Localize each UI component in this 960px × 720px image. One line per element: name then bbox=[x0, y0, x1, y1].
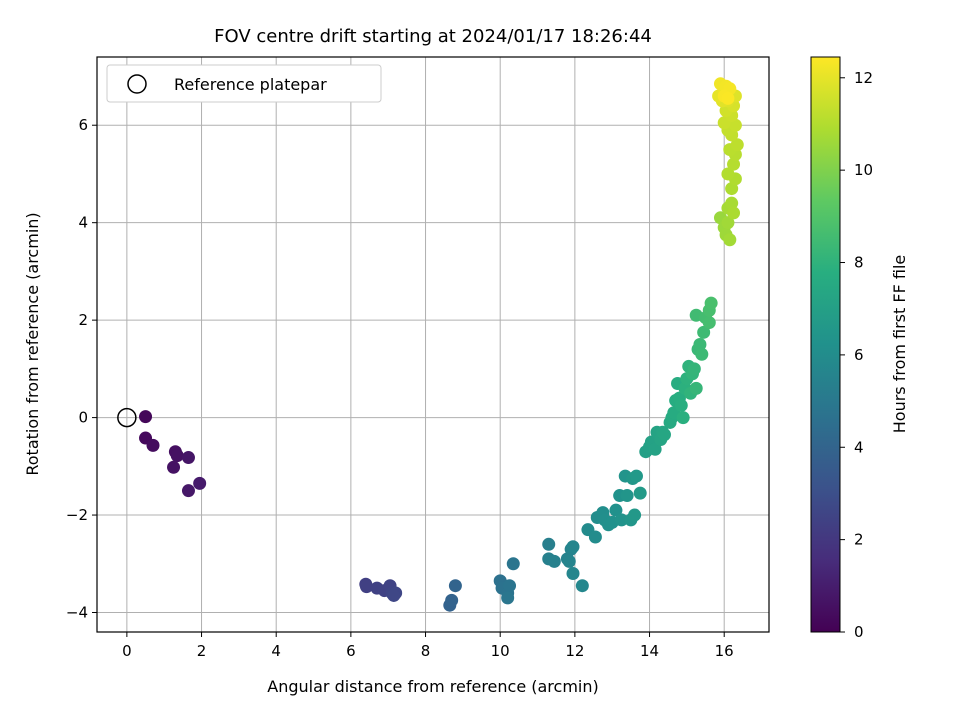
data-point bbox=[657, 428, 671, 442]
data-point bbox=[721, 91, 735, 105]
data-point bbox=[566, 567, 580, 581]
data-point bbox=[501, 591, 515, 605]
reference-point bbox=[117, 407, 137, 428]
data-point bbox=[620, 489, 634, 503]
data-point bbox=[146, 438, 160, 452]
colorbar-tick-label: 8 bbox=[854, 254, 864, 272]
x-tick-label: 12 bbox=[565, 642, 584, 660]
data-point bbox=[167, 460, 181, 474]
colorbar-tick-label: 6 bbox=[854, 346, 864, 364]
data-point bbox=[727, 206, 741, 220]
legend-box bbox=[106, 64, 382, 103]
data-point bbox=[181, 451, 195, 465]
x-tick-label: 2 bbox=[197, 642, 207, 660]
y-tick-label: 6 bbox=[78, 116, 88, 134]
legend: Reference platepar bbox=[106, 64, 382, 103]
data-point bbox=[193, 476, 207, 490]
data-point bbox=[695, 347, 709, 361]
y-tick-label: 4 bbox=[78, 214, 88, 232]
x-axis: 0 2 4 6 8 10 12 14 16 bbox=[122, 632, 734, 660]
data-point bbox=[648, 442, 662, 456]
data-point bbox=[181, 484, 195, 498]
colorbar-tick-label: 2 bbox=[854, 531, 864, 549]
data-point bbox=[503, 579, 517, 593]
x-axis-label: Angular distance from reference (arcmin) bbox=[267, 677, 598, 696]
data-point bbox=[702, 316, 716, 330]
data-point bbox=[629, 469, 643, 483]
data-point bbox=[721, 216, 735, 230]
y-tick-label: 2 bbox=[78, 311, 88, 329]
legend-label: Reference platepar bbox=[174, 75, 327, 94]
data-point bbox=[725, 196, 739, 210]
data-point bbox=[448, 579, 462, 593]
chart-title: FOV centre drift starting at 2024/01/17 … bbox=[214, 26, 652, 47]
data-point bbox=[676, 411, 690, 425]
data-point bbox=[730, 138, 744, 152]
x-tick-label: 10 bbox=[491, 642, 510, 660]
colorbar-tick-label: 12 bbox=[854, 69, 873, 87]
colorbar-tick-label: 0 bbox=[854, 623, 864, 641]
data-point bbox=[387, 588, 401, 602]
data-points bbox=[139, 77, 744, 612]
data-point bbox=[170, 449, 184, 463]
data-point bbox=[506, 557, 520, 571]
y-axis: −4 −2 0 2 4 6 bbox=[66, 116, 97, 622]
x-tick-label: 6 bbox=[346, 642, 356, 660]
x-tick-label: 8 bbox=[421, 642, 431, 660]
grid bbox=[97, 57, 769, 632]
colorbar-gradient bbox=[810, 56, 841, 633]
data-point bbox=[547, 554, 561, 568]
y-axis-label: Rotation from reference (arcmin) bbox=[23, 212, 42, 475]
data-point bbox=[697, 325, 711, 339]
data-point bbox=[693, 338, 707, 351]
data-point bbox=[542, 537, 556, 551]
data-point bbox=[687, 362, 701, 376]
y-tick-label: −2 bbox=[66, 506, 88, 524]
colorbar-tick-label: 4 bbox=[854, 438, 864, 456]
x-tick-label: 0 bbox=[122, 642, 132, 660]
colorbar: 0 2 4 6 8 10 12 Hours from first FF file bbox=[810, 56, 909, 641]
x-tick-label: 14 bbox=[640, 642, 659, 660]
colorbar-ticks: 0 2 4 6 8 10 12 bbox=[840, 69, 873, 641]
data-point bbox=[727, 157, 741, 171]
data-point bbox=[721, 167, 735, 181]
data-point bbox=[575, 579, 589, 593]
data-point bbox=[445, 593, 459, 607]
x-tick-label: 16 bbox=[715, 642, 734, 660]
y-tick-label: −4 bbox=[66, 604, 88, 622]
data-point bbox=[609, 503, 623, 517]
data-point bbox=[689, 381, 703, 395]
data-point bbox=[139, 410, 153, 424]
data-point bbox=[728, 118, 742, 132]
data-point bbox=[566, 540, 580, 554]
data-point bbox=[588, 530, 602, 544]
data-point bbox=[562, 554, 576, 568]
data-point bbox=[633, 486, 647, 500]
y-tick-label: 0 bbox=[78, 409, 88, 427]
x-tick-label: 4 bbox=[271, 642, 281, 660]
colorbar-label: Hours from first FF file bbox=[890, 255, 909, 434]
colorbar-tick-label: 10 bbox=[854, 161, 873, 179]
data-point bbox=[704, 296, 718, 310]
plot-frame bbox=[96, 56, 770, 633]
data-point bbox=[615, 513, 629, 527]
legend-marker-icon bbox=[127, 74, 147, 94]
data-point bbox=[360, 580, 374, 594]
data-point bbox=[725, 182, 739, 196]
data-point bbox=[674, 398, 688, 412]
data-point bbox=[628, 508, 642, 522]
data-point bbox=[723, 233, 737, 247]
